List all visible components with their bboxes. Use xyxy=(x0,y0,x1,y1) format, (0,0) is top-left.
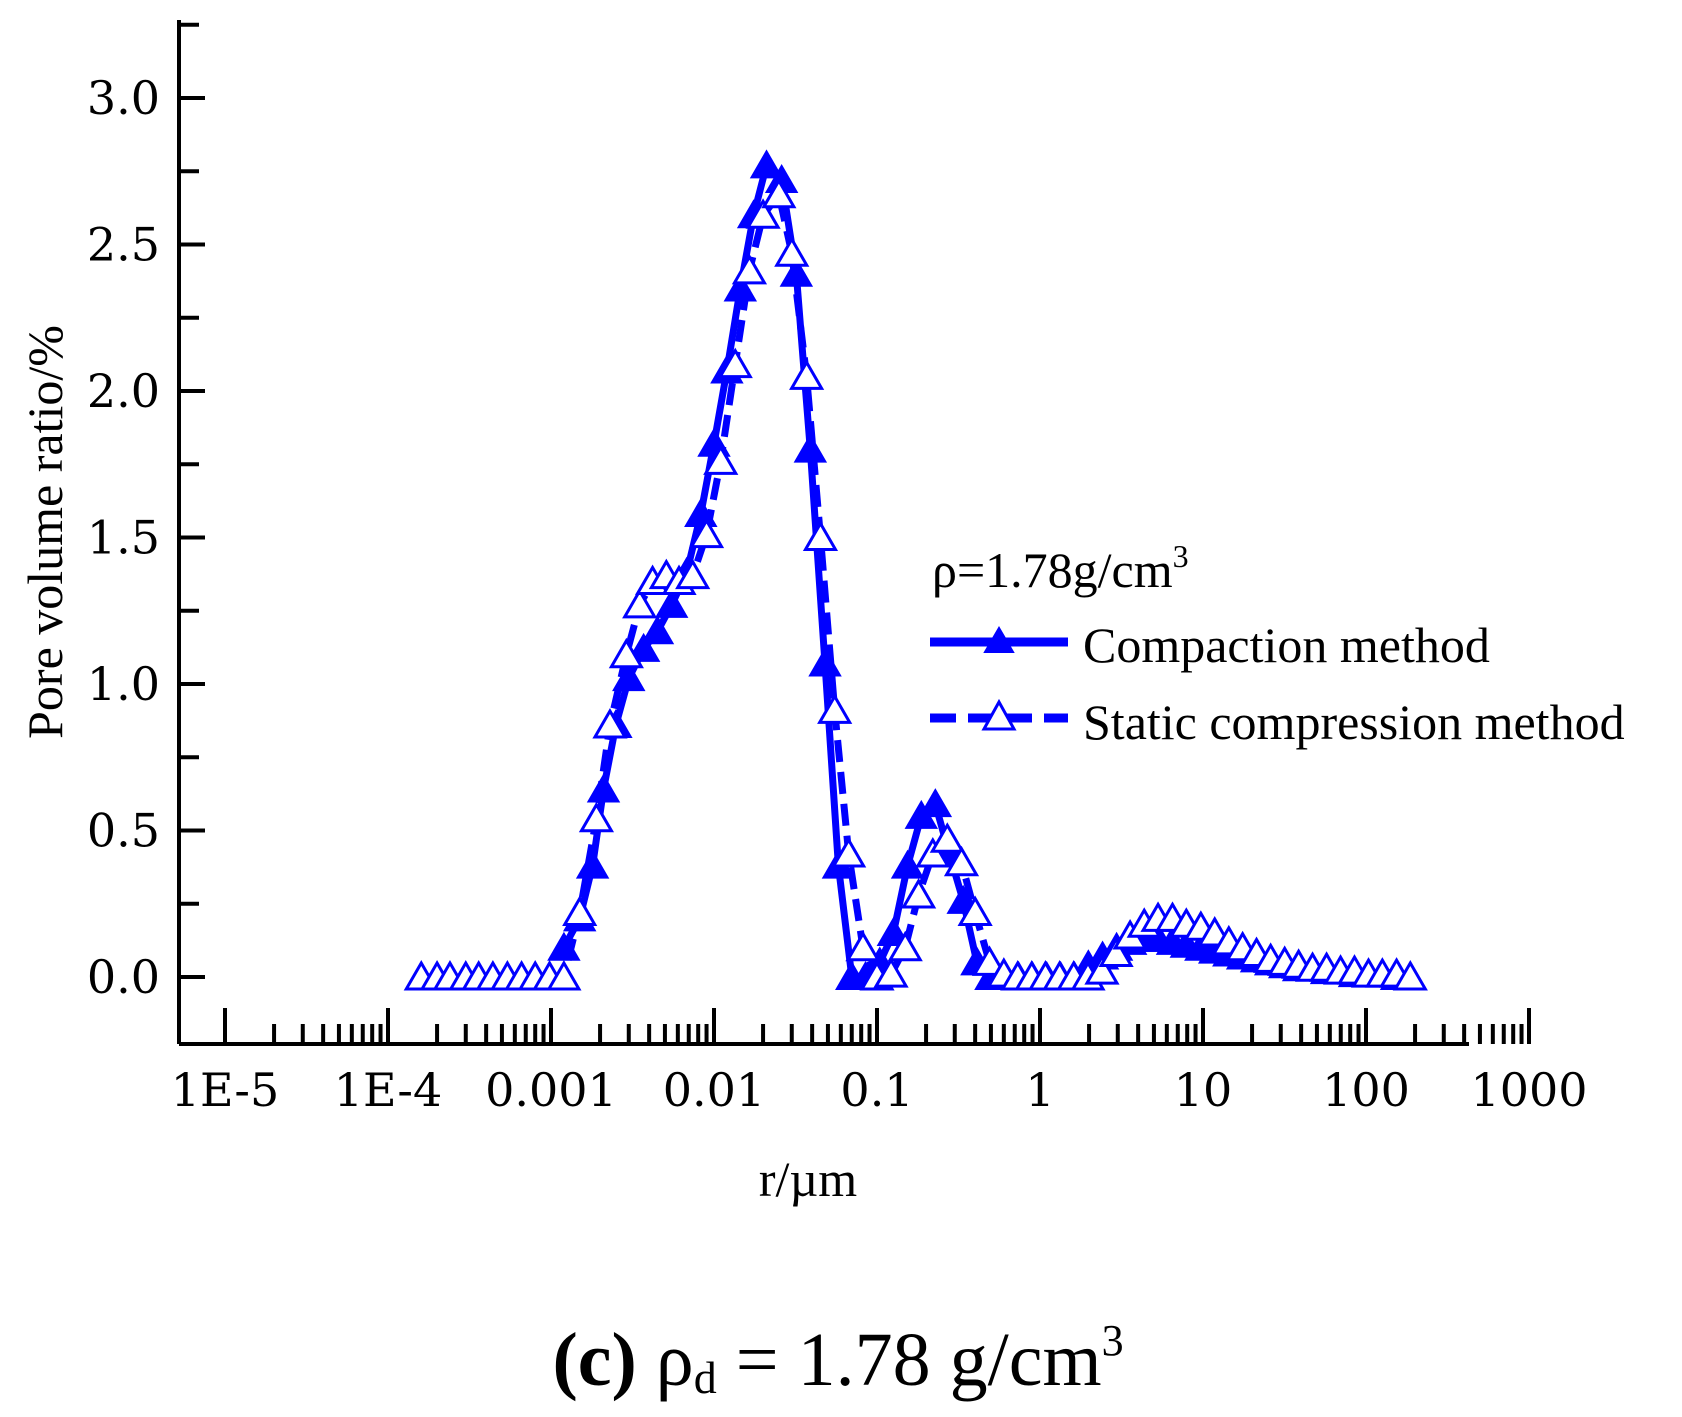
data-point-marker xyxy=(640,615,675,645)
legend-label-static: Static compression method xyxy=(1083,694,1625,750)
y-tick-label: 2.5 xyxy=(87,218,160,272)
data-point-marker xyxy=(703,444,739,475)
y-tick-label: 2.0 xyxy=(87,364,160,418)
data-point-marker xyxy=(831,836,867,868)
series-static-compression xyxy=(403,177,1428,991)
data-point-marker xyxy=(675,558,711,590)
caption-text: = 1.78 g/cm xyxy=(717,1318,1102,1402)
data-point-marker xyxy=(774,236,810,267)
x-tick-label: 1E-4 xyxy=(334,1063,443,1117)
data-point-marker xyxy=(608,637,644,669)
data-point-marker xyxy=(654,588,689,618)
x-tick-label: 10 xyxy=(1174,1063,1233,1117)
data-point-marker xyxy=(929,822,965,853)
caption-symbol: ρ xyxy=(656,1318,694,1402)
data-point-marker xyxy=(817,693,853,724)
x-axis-title: r/µm xyxy=(759,1151,857,1207)
caption-subscript: d xyxy=(694,1352,717,1403)
data-point-marker xyxy=(789,359,825,390)
x-ticks: 1E-5 1E-4 0.001 0.01 0.1 1 10 100 1000 xyxy=(171,1008,1588,1117)
data-point-marker xyxy=(943,845,980,877)
x-tick-label: 100 xyxy=(1322,1063,1410,1117)
caption-label: (c) xyxy=(552,1318,636,1402)
data-point-marker xyxy=(1392,959,1428,991)
y-tick-label: 1.5 xyxy=(87,511,160,565)
data-point-marker xyxy=(731,253,768,285)
data-point-marker xyxy=(745,198,781,229)
data-point-marker xyxy=(808,647,842,677)
series-line xyxy=(421,191,1412,981)
legend-marker-static xyxy=(981,698,1017,731)
legend-marker-compaction xyxy=(983,626,1015,653)
data-point-marker xyxy=(957,895,993,927)
data-point-marker xyxy=(626,632,661,662)
data-point-marker xyxy=(793,433,828,463)
x-tick-label: 0.01 xyxy=(663,1063,765,1117)
data-point-marker xyxy=(1098,936,1134,968)
y-tick-label: 0.5 xyxy=(87,804,160,858)
legend-title-text: ρ=1.78g/cm xyxy=(932,542,1173,598)
legend-title: ρ=1.78g/cm3 xyxy=(932,538,1189,598)
data-point-marker xyxy=(592,708,628,739)
data-point-marker xyxy=(845,930,881,962)
y-tick-label: 0.0 xyxy=(87,950,160,1004)
y-tick-label: 1.0 xyxy=(87,657,160,711)
data-point-marker xyxy=(688,517,725,549)
data-point-marker xyxy=(749,149,784,179)
data-point-marker xyxy=(761,177,797,209)
data-point-marker xyxy=(915,836,951,868)
x-tick-label: 1 xyxy=(1025,1063,1054,1117)
y-ticks: 0.0 0.5 1.0 1.5 2.0 2.5 3.0 xyxy=(87,22,205,1004)
data-point-marker xyxy=(578,801,615,833)
data-point-marker xyxy=(622,587,658,619)
data-point-marker xyxy=(971,945,1008,976)
caption-space xyxy=(637,1318,656,1402)
data-point-marker xyxy=(717,347,753,379)
y-tick-label: 3.0 xyxy=(87,71,160,125)
data-point-marker xyxy=(873,957,909,988)
x-tick-label: 1E-5 xyxy=(171,1063,280,1117)
plot-area: 0.0 0.5 1.0 1.5 2.0 2.5 3.0 1E-5 1E-4 0.001 0.01 0… xyxy=(87,20,1588,1117)
data-point-marker xyxy=(890,849,925,879)
series-layer xyxy=(403,149,1428,991)
data-point-marker xyxy=(887,930,923,962)
caption-superscript: 3 xyxy=(1102,1316,1124,1365)
data-point-marker xyxy=(562,895,598,927)
x-tick-label: 0.001 xyxy=(485,1063,617,1117)
legend-label-compaction: Compaction method xyxy=(1083,617,1490,673)
data-point-marker xyxy=(901,877,937,909)
x-tick-label: 1000 xyxy=(1470,1063,1587,1117)
data-point-marker xyxy=(1084,954,1120,985)
figure-caption: (c) ρd = 1.78 g/cm3 xyxy=(552,1316,1123,1403)
legend-title-superscript: 3 xyxy=(1173,538,1189,574)
data-point-marker xyxy=(802,520,839,551)
legend: ρ=1.78g/cm3 Compaction method Static com… xyxy=(930,538,1625,750)
y-axis-title: Pore volume ratio/% xyxy=(17,325,73,739)
data-point-marker xyxy=(546,959,582,991)
x-tick-label: 0.1 xyxy=(840,1063,913,1117)
data-point-marker xyxy=(918,788,953,818)
